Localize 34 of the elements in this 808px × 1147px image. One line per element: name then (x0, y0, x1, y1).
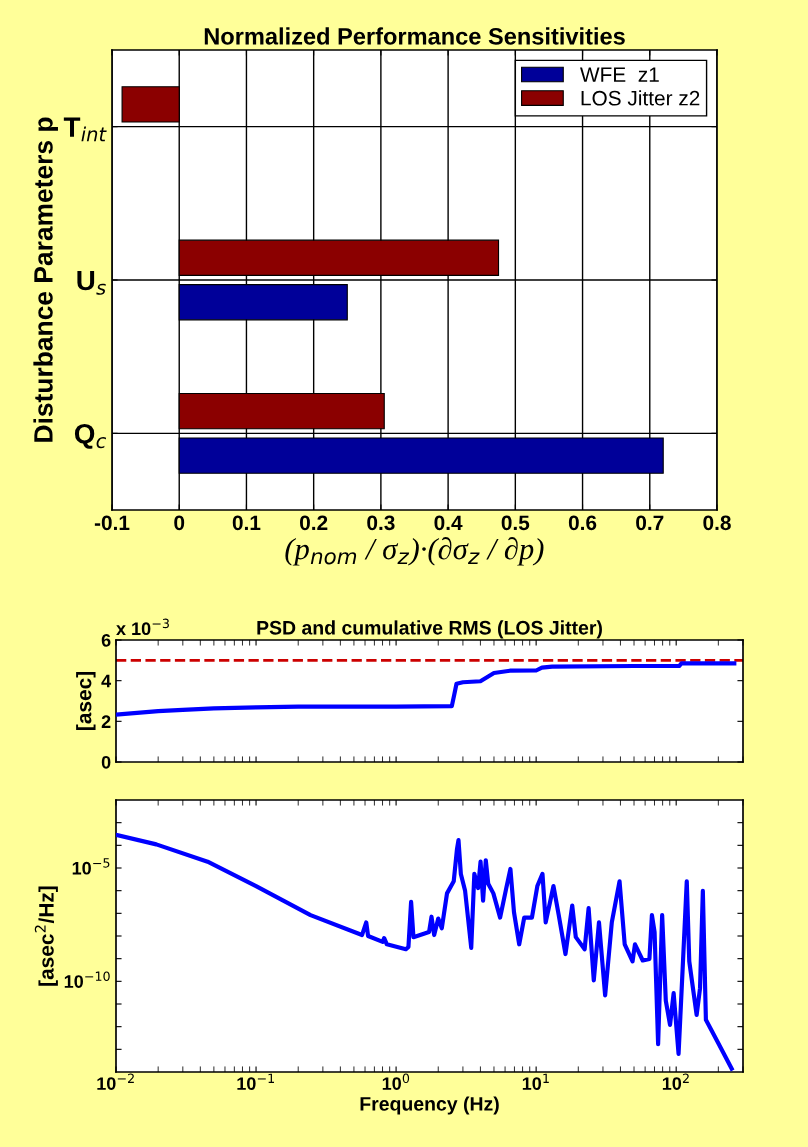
x-tick-label: 10$^{−1}$ (237, 1073, 274, 1090)
chart-title: Normalized Performance Sensitivities (204, 27, 625, 45)
y-tick-label: 2 (101, 715, 111, 728)
x-tick-label: 10$^{0}$ (382, 1073, 410, 1090)
y-tick-label: 0 (101, 755, 111, 769)
legend-label: LOS Jitter z2 (581, 90, 700, 106)
x-tick-label: 0.7 (636, 515, 664, 531)
x-tick-label: 0.1 (232, 515, 261, 531)
x-tick-label: 10$^{2}$ (662, 1073, 689, 1090)
y-tick-label: T$_{int}$ (63, 117, 107, 142)
y-tick-label: 6 (101, 633, 111, 647)
y-tick-label: 10$^{−10}$ (64, 971, 110, 988)
x-tick-label: -0.1 (94, 515, 130, 531)
x-tick-label: 0.5 (501, 515, 530, 531)
x-tick-label: 0.3 (367, 515, 395, 531)
x-tick-label: 0.4 (434, 515, 463, 531)
chart-title: PSD and cumulative RMS (LOS Jitter) (257, 620, 602, 639)
y-axis-title: [asec] (76, 672, 96, 730)
x-tick-label: 10$^{1}$ (522, 1073, 549, 1090)
x-axis-title: Frequency (Hz) (360, 1096, 499, 1115)
x-tick-label: 0 (174, 515, 185, 531)
y-tick-label: 4 (101, 674, 112, 688)
y-axis-title: Disturbance Parameters p (33, 117, 58, 442)
x-tick-label: 0.6 (568, 515, 597, 531)
legend-label: WFE z1 (580, 67, 659, 82)
y-tick-label: Q$_{c}$ (74, 423, 107, 449)
y-tick-label: 10$^{−5}$ (72, 858, 110, 875)
x-axis-title: (p$_{nom}$ / σ$_{z}$)·(∂σ$_{z}$ / ∂p) (285, 537, 544, 566)
x-tick-label: 10$^{−2}$ (97, 1073, 134, 1090)
y-tick-label: U$_{s}$ (77, 270, 106, 295)
text: x 10$^{−3}$ (116, 618, 169, 636)
x-tick-label: 0.8 (703, 515, 731, 531)
y-axis-title: [asec$^{2}$/Hz] (34, 886, 58, 986)
x-tick-label: 0.2 (300, 515, 328, 531)
